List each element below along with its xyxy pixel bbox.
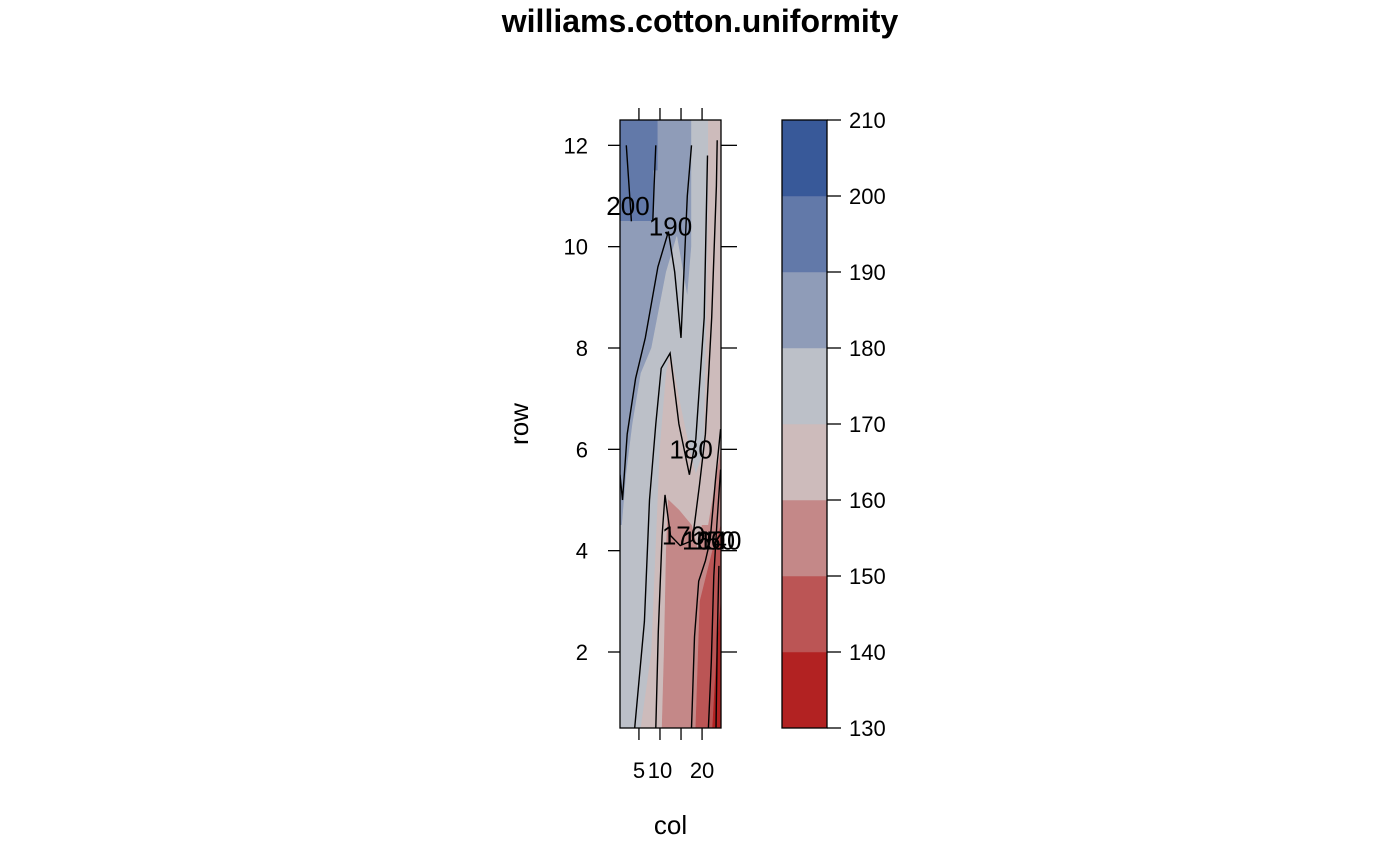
contour-label-180: 180: [669, 434, 712, 464]
contour-lines: [620, 140, 721, 728]
y-tick-label: 6: [576, 437, 588, 462]
y-tick-label: 4: [576, 539, 588, 564]
color-key-swatch-170-180: [781, 347, 828, 425]
color-key-label: 210: [849, 108, 886, 133]
color-key-label: 180: [849, 336, 886, 361]
x-tick-label: 5: [633, 758, 645, 783]
y-axis-label: row: [504, 403, 534, 445]
color-key-swatch-190-200: [781, 195, 828, 273]
color-key-swatch-130-140: [781, 651, 828, 729]
chart-title: williams.cotton.uniformity: [501, 3, 899, 39]
x-axis: 5 10 20: [633, 108, 714, 783]
contour-label-170: 170: [662, 520, 705, 550]
contour-label-190: 190: [649, 211, 692, 241]
color-key-label: 160: [849, 488, 886, 513]
y-tick-label: 10: [564, 235, 588, 260]
contour-line-160: [690, 429, 721, 728]
color-key-label: 130: [849, 716, 886, 741]
contour-line-200: [625, 145, 633, 222]
contour-label-200: 200: [606, 191, 649, 221]
plot-panel-frame: [619, 119, 722, 729]
color-key-label: 200: [849, 184, 886, 209]
contour-label-160: 160: [682, 526, 725, 556]
contour-line-150: [707, 469, 721, 728]
contour-line-170: [655, 140, 718, 728]
x-tick-label: 10: [648, 758, 672, 783]
contour-line-200: [652, 145, 657, 222]
color-key-swatch-150-160: [781, 499, 828, 577]
x-tick-label: 20: [690, 758, 714, 783]
color-key-swatch-180-190: [781, 271, 828, 349]
y-tick-label: 2: [576, 640, 588, 665]
y-tick-label: 8: [576, 336, 588, 361]
color-key-label: 140: [849, 640, 886, 665]
color-key-label: 190: [849, 260, 886, 285]
x-axis-label: col: [654, 810, 687, 840]
contour-line-190: [620, 145, 693, 501]
contour-line-180: [634, 155, 709, 728]
color-key-label: 170: [849, 412, 886, 437]
y-axis: 2 4 6 8 10 12: [564, 133, 737, 665]
color-key-swatch-160-170: [781, 423, 828, 501]
contour-line-140: [715, 565, 720, 728]
color-key: 130 140 150 160 170 180 190 200 210: [781, 108, 886, 741]
color-key-label: 150: [849, 564, 886, 589]
color-key-swatch-200-210: [781, 119, 828, 197]
y-tick-label: 12: [564, 133, 588, 158]
color-key-swatch-140-150: [781, 575, 828, 653]
